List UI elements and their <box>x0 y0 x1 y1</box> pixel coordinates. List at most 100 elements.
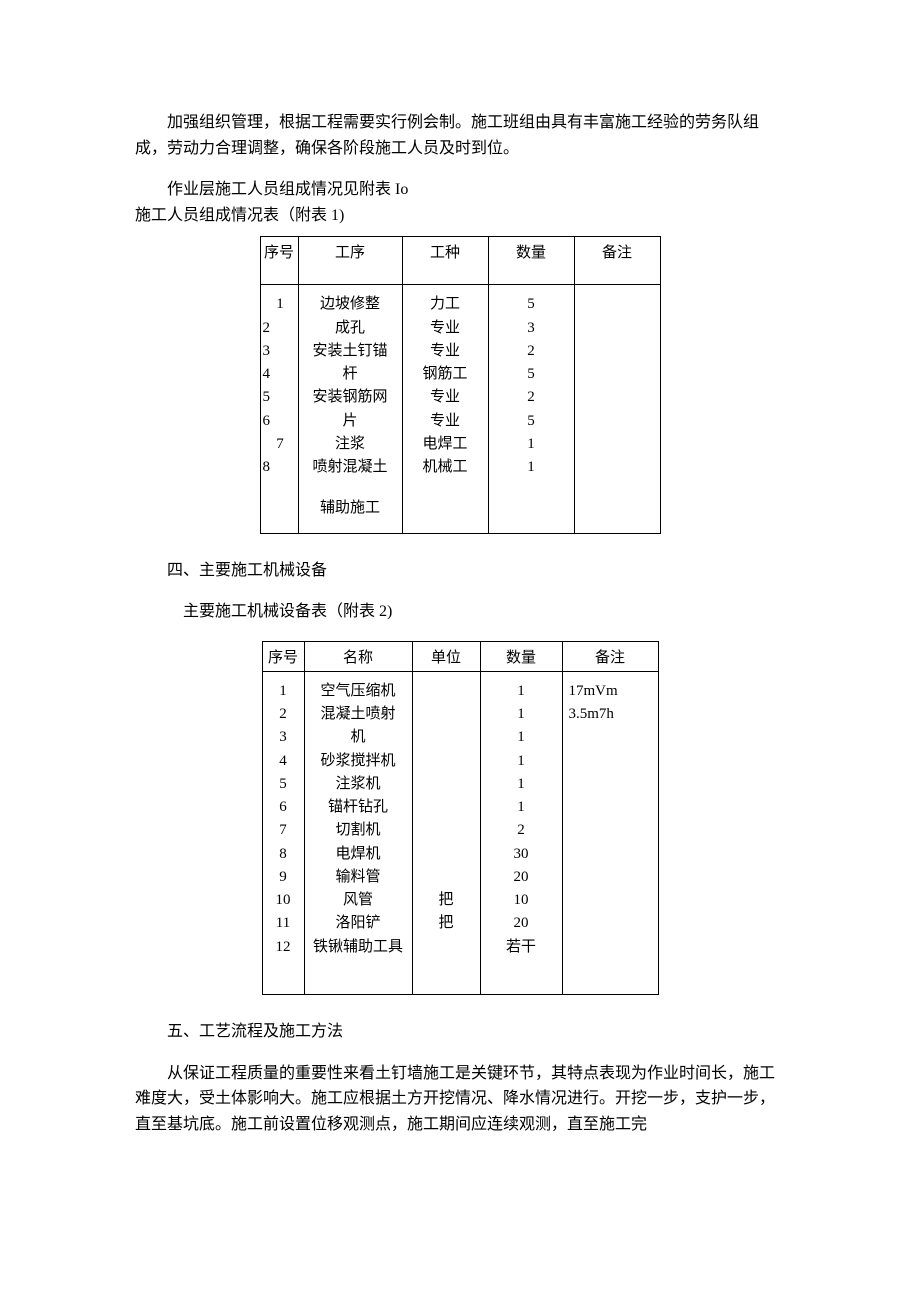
t2-name-5: 锚杆钻孔 <box>328 796 388 819</box>
th2-seq: 序号 <box>262 641 304 671</box>
t1-seq-1: 1 <box>276 293 284 316</box>
t2-name-11: 铁锹辅助工具 <box>313 936 403 959</box>
t1-qty-4: 2 <box>527 386 535 409</box>
t2-unit-9: 把 <box>438 889 453 912</box>
t2-name-1: 混凝土喷射 <box>320 703 395 726</box>
t1-note-cell <box>574 285 660 533</box>
t1-seq-5: 5 <box>263 386 271 409</box>
t1-seq-4: 4 <box>263 363 271 386</box>
th2-unit: 单位 <box>412 641 480 671</box>
note2-stack: 17mVm 3.5m7h <box>563 672 658 994</box>
t2-seq-1: 1 <box>279 680 287 703</box>
seq2-stack: 1 2 3 4 5 6 7 8 9 10 11 12 <box>263 672 304 994</box>
t2-unit-10: 把 <box>438 912 453 935</box>
t1-type-7: 机械工 <box>422 456 467 479</box>
t1-type-0: 力工 <box>430 293 460 316</box>
th-note: 备注 <box>574 237 660 285</box>
t2-qty-6: 2 <box>517 819 525 842</box>
t1-proc-5: 片 <box>342 410 357 433</box>
t2-seq-8: 8 <box>279 843 287 866</box>
t2-seq-5: 5 <box>279 773 287 796</box>
table1-header-row: 序号 工序 工种 数量 备注 <box>260 237 660 285</box>
seq-stack: 1 2 3 4 5 6 7 8 <box>261 285 298 532</box>
t1-proc-3: 杆 <box>342 363 357 386</box>
t1-type-2: 专业 <box>430 340 460 363</box>
t1-qty-7: 1 <box>527 456 535 479</box>
t1-proc-2: 安装土钉锚 <box>312 340 387 363</box>
unit2-stack: 把 把 <box>413 672 480 994</box>
heading-5: 五、工艺流程及施工方法 <box>167 1019 785 1045</box>
t1-qty-6: 1 <box>527 433 535 456</box>
table2-header-row: 序号 名称 单位 数量 备注 <box>262 641 658 671</box>
t1-seq-8: 8 <box>263 456 271 479</box>
t1-seq-6: 6 <box>263 410 271 433</box>
t1-seq-7: 7 <box>276 433 284 456</box>
t2-seq-6: 6 <box>279 796 287 819</box>
t1-type-6: 电焊工 <box>422 433 467 456</box>
t2-name-9: 风管 <box>343 889 373 912</box>
proc-stack: 边坡修整 成孔 安装土钉锚 杆 安装钢筋网 片 注浆 喷射混凝土 辅助施工 <box>299 285 402 532</box>
heading-4: 四、主要施工机械设备 <box>167 558 785 584</box>
personnel-table: 序号 工序 工种 数量 备注 1 2 3 4 5 6 7 8 <box>260 236 661 533</box>
paragraph-org: 加强组织管理，根据工程需要实行例会制。施工班组由具有丰富施工经验的劳务队组成，劳… <box>135 110 785 161</box>
equipment-table: 序号 名称 单位 数量 备注 1 2 3 4 5 6 7 8 <box>262 641 659 995</box>
t1-proc-6: 注浆 <box>335 433 365 456</box>
t1-type-3: 钢筋工 <box>422 363 467 386</box>
t1-type-1: 专业 <box>430 317 460 340</box>
table2-body-row: 1 2 3 4 5 6 7 8 9 10 11 12 <box>262 671 658 994</box>
t1-proc-0: 边坡修整 <box>320 293 380 316</box>
t2-qty-11: 若干 <box>506 936 536 959</box>
paragraph-process: 从保证工程质量的重要性来看土钉墙施工是关键环节，其特点表现为作业时间长，施工难度… <box>135 1061 785 1138</box>
paragraph-attachment-ref: 作业层施工人员组成情况见附表 Io <box>135 177 785 203</box>
name2-stack: 空气压缩机 混凝土喷射 机 砂浆搅拌机 注浆机 锚杆钻孔 切割机 电焊机 输料管… <box>305 672 412 994</box>
t2-seq-7: 7 <box>279 819 287 842</box>
t2-qty-1: 1 <box>517 703 525 726</box>
t2-qty-10: 20 <box>514 912 529 935</box>
t2-qty-3: 1 <box>517 750 525 773</box>
th-type: 工种 <box>402 237 488 285</box>
th-proc: 工序 <box>298 237 402 285</box>
t2-qty-0: 1 <box>517 680 525 703</box>
t1-qty-2: 2 <box>527 340 535 363</box>
th2-qty: 数量 <box>480 641 562 671</box>
t2-name-3: 砂浆搅拌机 <box>320 750 395 773</box>
t2-seq-10: 10 <box>276 889 291 912</box>
table1-body-row: 1 2 3 4 5 6 7 8 边坡修整 成孔 <box>260 285 660 533</box>
th-qty: 数量 <box>488 237 574 285</box>
t1-qty-5: 5 <box>527 410 535 433</box>
th-seq: 序号 <box>260 237 298 285</box>
t1-proc-7: 喷射混凝土 <box>312 456 387 479</box>
t2-name-6: 切割机 <box>335 819 380 842</box>
t2-seq-2: 2 <box>279 703 287 726</box>
qty-stack: 5 3 2 5 2 5 1 1 <box>489 285 574 532</box>
t2-qty-9: 10 <box>514 889 529 912</box>
t1-proc-9: 辅助施工 <box>320 497 380 520</box>
t2-name-0: 空气压缩机 <box>320 680 395 703</box>
type-stack: 力工 专业 专业 钢筋工 专业 专业 电焊工 机械工 <box>403 285 488 532</box>
t1-qty-1: 3 <box>527 317 535 340</box>
t1-proc-1: 成孔 <box>335 317 365 340</box>
t2-seq-11: 11 <box>276 912 290 935</box>
t1-proc-4: 安装钢筋网 <box>312 386 387 409</box>
t2-seq-4: 4 <box>279 750 287 773</box>
t2-qty-5: 1 <box>517 796 525 819</box>
table2-wrap: 序号 名称 单位 数量 备注 1 2 3 4 5 6 7 8 <box>135 641 785 995</box>
t2-qty-4: 1 <box>517 773 525 796</box>
t2-note-1: 3.5m7h <box>569 703 614 726</box>
t1-qty-3: 5 <box>527 363 535 386</box>
t2-seq-12: 12 <box>276 936 291 959</box>
t2-name-2: 机 <box>350 726 365 749</box>
table1-caption: 施工人员组成情况表（附表 1) <box>135 203 785 229</box>
t2-name-8: 输料管 <box>335 866 380 889</box>
t1-type-5: 专业 <box>430 410 460 433</box>
t1-type-4: 专业 <box>430 386 460 409</box>
t1-seq-3: 3 <box>263 340 271 363</box>
t2-name-7: 电焊机 <box>335 843 380 866</box>
th2-name: 名称 <box>304 641 412 671</box>
t2-name-10: 洛阳铲 <box>335 912 380 935</box>
t2-seq-9: 9 <box>279 866 287 889</box>
t2-name-4: 注浆机 <box>335 773 380 796</box>
t2-note-0: 17mVm <box>569 680 618 703</box>
table2-caption: 主要施工机械设备表（附表 2) <box>183 599 785 625</box>
t2-qty-2: 1 <box>517 726 525 749</box>
